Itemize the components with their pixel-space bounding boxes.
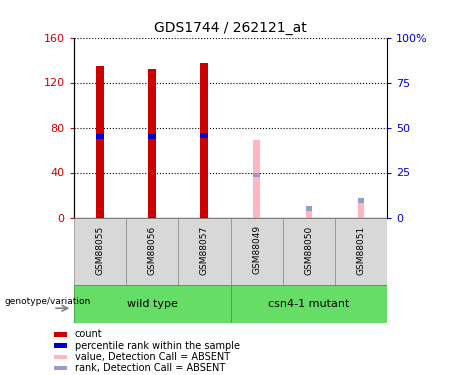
Bar [230,285,387,322]
Text: GSM88051: GSM88051 [357,225,366,274]
Text: GSM88055: GSM88055 [95,225,104,274]
Bar [358,202,364,217]
Text: csn4-1 mutant: csn4-1 mutant [268,299,349,309]
Text: rank, Detection Call = ABSENT: rank, Detection Call = ABSENT [75,363,225,373]
Text: GSM88056: GSM88056 [148,225,157,274]
Bar [54,344,67,348]
Bar [96,66,104,218]
Text: count: count [75,329,102,339]
Bar [335,217,387,285]
Text: percentile rank within the sample: percentile rank within the sample [75,340,240,351]
Bar [254,140,260,218]
Bar [54,355,67,359]
Text: GSM88057: GSM88057 [200,225,209,274]
Bar [358,198,364,203]
Bar [126,217,178,285]
Bar [283,217,335,285]
Bar [148,69,156,218]
Title: GDS1744 / 262121_at: GDS1744 / 262121_at [154,21,307,35]
Bar [306,206,312,218]
Bar [54,366,67,370]
Bar [178,217,230,285]
Text: value, Detection Call = ABSENT: value, Detection Call = ABSENT [75,352,230,362]
Text: GSM88050: GSM88050 [304,225,313,274]
Bar [201,133,208,138]
Bar [201,63,208,217]
Bar [74,217,126,285]
Bar [306,206,312,211]
Bar [230,217,283,285]
Bar [254,172,260,177]
Text: GSM88049: GSM88049 [252,225,261,274]
Bar [74,285,230,322]
Bar [96,134,104,139]
Bar [148,134,156,139]
Text: genotype/variation: genotype/variation [5,297,91,306]
Bar [54,332,67,337]
Text: wild type: wild type [127,299,177,309]
